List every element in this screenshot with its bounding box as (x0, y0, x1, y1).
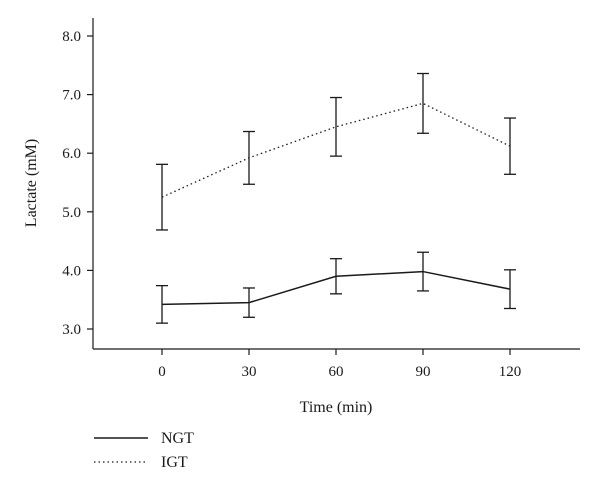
series-line-igt (161, 102, 511, 198)
y-tick-label: 5.0 (62, 205, 81, 221)
error-bar-ngt (417, 251, 429, 292)
x-tick-label: 90 (416, 364, 431, 380)
y-ticks: 3.0 4.0 5.0 6.0 7.0 8.0 (62, 29, 93, 338)
x-tick-label: 120 (499, 364, 522, 380)
error-bar-ngt (330, 258, 342, 295)
y-tick-label: 6.0 (62, 146, 81, 162)
y-tick-label: 7.0 (62, 88, 81, 104)
legend: NGT IGT (94, 430, 194, 471)
y-tick-label: 8.0 (62, 29, 81, 45)
legend-label-igt: IGT (161, 454, 188, 471)
error-bar-igt (417, 72, 429, 134)
y-tick-label: 3.0 (62, 322, 81, 338)
error-bar-ngt (243, 287, 255, 318)
x-axis-title: Time (min) (300, 399, 373, 416)
error-bar-igt (504, 117, 516, 175)
x-tick-label: 30 (242, 364, 257, 380)
error-bar-igt (330, 96, 342, 157)
series-layer (156, 72, 516, 324)
x-tick-label: 0 (158, 364, 166, 380)
error-bar-ngt (504, 269, 516, 310)
error-bar-ngt (156, 284, 168, 324)
axes (92, 18, 580, 350)
error-bar-igt (156, 163, 168, 231)
x-tick-label: 60 (329, 364, 344, 380)
legend-label-ngt: NGT (161, 430, 194, 447)
x-ticks: 0 30 60 90 120 (158, 349, 521, 380)
y-tick-label: 4.0 (62, 263, 81, 279)
error-bar-igt (243, 130, 255, 185)
y-axis-title: Lactate (mM) (23, 139, 40, 227)
